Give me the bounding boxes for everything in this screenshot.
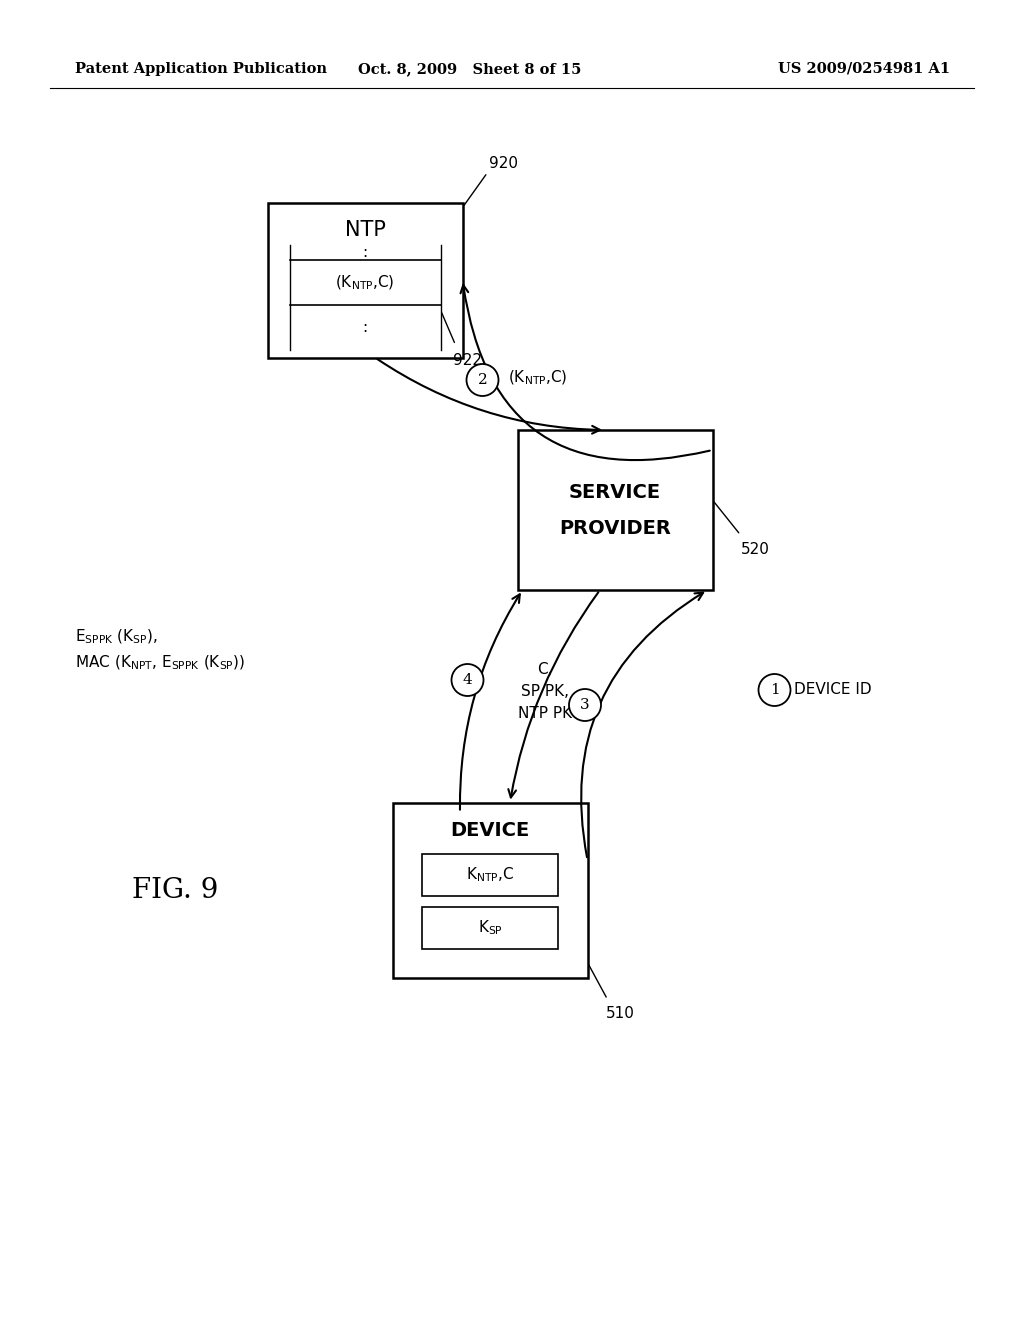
Text: :: : xyxy=(362,244,368,260)
Text: 922: 922 xyxy=(453,352,481,368)
Text: MAC (K$_{\mathregular{NPT}}$, E$_{\mathregular{SP PK}}$ (K$_{\mathregular{SP}}$): MAC (K$_{\mathregular{NPT}}$, E$_{\mathr… xyxy=(75,653,246,672)
Text: PROVIDER: PROVIDER xyxy=(559,519,671,537)
Bar xyxy=(392,803,588,978)
Circle shape xyxy=(467,364,499,396)
Text: SP PK,: SP PK, xyxy=(521,685,569,700)
Text: K$_{\mathregular{NTP}}$,C: K$_{\mathregular{NTP}}$,C xyxy=(466,866,514,884)
Circle shape xyxy=(452,664,483,696)
Text: 920: 920 xyxy=(489,156,518,170)
Text: DEVICE: DEVICE xyxy=(451,821,529,840)
Text: DEVICE ID: DEVICE ID xyxy=(795,682,872,697)
Text: E$_{\mathregular{SP PK}}$ (K$_{\mathregular{SP}}$),: E$_{\mathregular{SP PK}}$ (K$_{\mathregu… xyxy=(75,628,158,647)
Text: 3: 3 xyxy=(581,698,590,711)
Text: C,: C, xyxy=(538,663,553,677)
Text: :: : xyxy=(362,319,368,335)
Text: (K$_{\mathregular{NTP}}$,C): (K$_{\mathregular{NTP}}$,C) xyxy=(335,273,395,292)
Text: Oct. 8, 2009   Sheet 8 of 15: Oct. 8, 2009 Sheet 8 of 15 xyxy=(358,62,582,77)
Text: US 2009/0254981 A1: US 2009/0254981 A1 xyxy=(778,62,950,77)
Text: (K$_{\mathregular{NTP}}$,C): (K$_{\mathregular{NTP}}$,C) xyxy=(508,368,567,387)
Text: 1: 1 xyxy=(770,682,779,697)
Bar xyxy=(267,202,463,358)
Bar xyxy=(422,907,558,949)
Text: 4: 4 xyxy=(463,673,472,686)
Text: NTP PK: NTP PK xyxy=(518,706,572,722)
Text: NTP: NTP xyxy=(344,220,385,240)
Circle shape xyxy=(569,689,601,721)
Circle shape xyxy=(759,675,791,706)
Text: 510: 510 xyxy=(605,1006,635,1020)
Text: FIG. 9: FIG. 9 xyxy=(132,876,218,903)
Text: 2: 2 xyxy=(477,374,487,387)
Text: 520: 520 xyxy=(740,543,769,557)
Text: Patent Application Publication: Patent Application Publication xyxy=(75,62,327,77)
Text: SERVICE: SERVICE xyxy=(569,483,662,502)
Text: K$_{\mathregular{SP}}$: K$_{\mathregular{SP}}$ xyxy=(477,919,503,937)
Bar xyxy=(517,430,713,590)
Bar xyxy=(422,854,558,896)
